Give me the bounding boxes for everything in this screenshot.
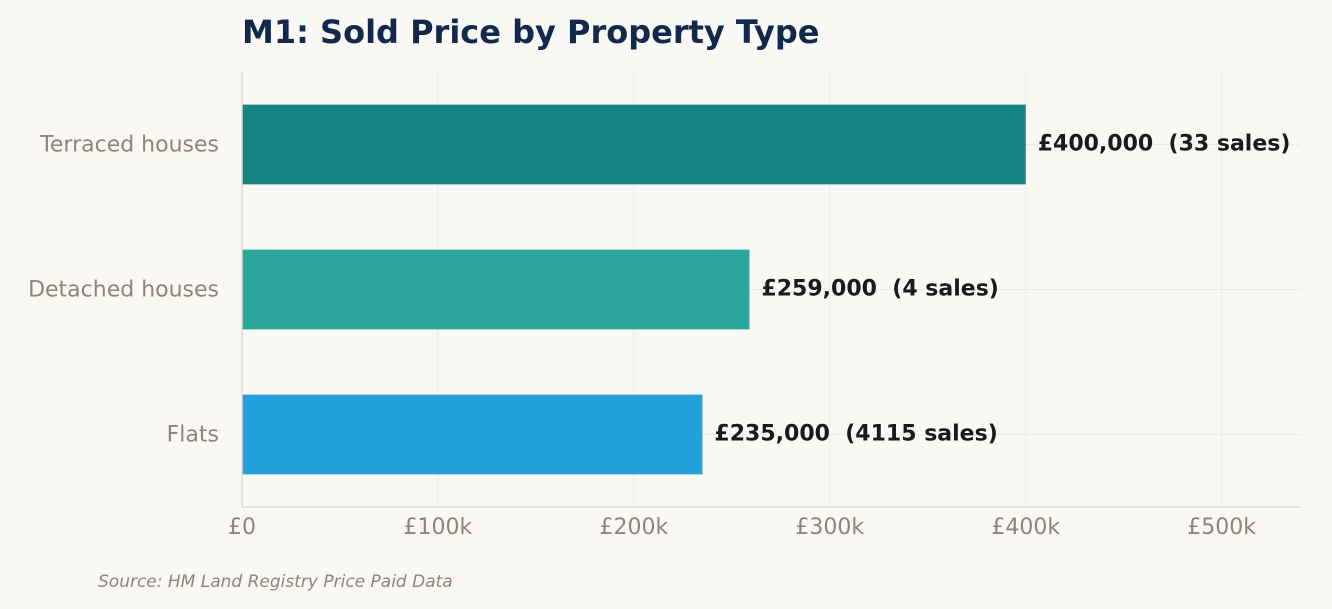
source-note: Source: HM Land Registry Price Paid Data — [98, 572, 453, 592]
x-tick-label: £0 — [228, 515, 256, 540]
data-label: £259,000 (4 sales) — [761, 277, 998, 302]
axis-layer: £0 £100k £200k £300k £400k £500k — [228, 72, 1300, 540]
bar-terraced-houses — [242, 104, 1026, 185]
y-tick-label: Detached houses — [28, 278, 219, 303]
bar-layer — [242, 104, 1026, 475]
chart-title: M1: Sold Price by Property Type — [242, 13, 819, 51]
data-label: £235,000 (4115 sales) — [714, 422, 997, 447]
y-tick-label: Terraced houses — [39, 133, 219, 158]
y-tick-label: Flats — [167, 423, 219, 448]
x-tick-label: £400k — [991, 515, 1060, 540]
x-tick-label: £300k — [795, 515, 864, 540]
x-tick-label: £500k — [1187, 515, 1256, 540]
x-tick-label: £200k — [599, 515, 668, 540]
bar-flats — [242, 394, 703, 475]
label-layer: £400,000 (33 sales) Terraced houses £259,0… — [28, 132, 1290, 448]
bar-detached-houses — [242, 249, 750, 330]
data-label: £400,000 (33 sales) — [1038, 132, 1291, 157]
x-tick-label: £100k — [404, 515, 473, 540]
